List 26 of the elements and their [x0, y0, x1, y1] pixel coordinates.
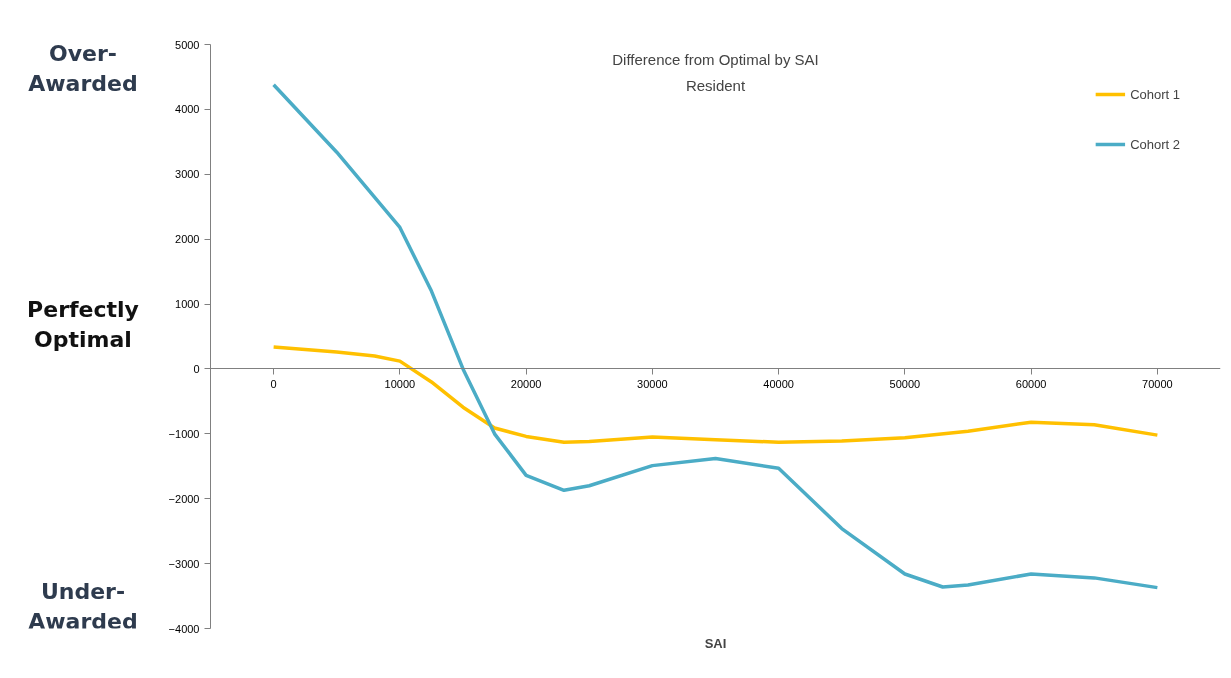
- y-tick-label: 4000: [175, 103, 200, 116]
- x-tick-label: 50000: [889, 377, 921, 390]
- text: Perfectly Optimal: [27, 296, 139, 352]
- x-tick-label: 70000: [1142, 377, 1173, 390]
- x-tick-label: 40000: [763, 377, 794, 390]
- y-tick-label: 0: [193, 362, 200, 375]
- y-tick-label: 3000: [175, 168, 200, 181]
- x-tick-label: 30000: [637, 377, 668, 390]
- y-tick-label: −4000: [168, 622, 200, 635]
- x-tick-label: 60000: [1015, 377, 1047, 390]
- x-axis-title: SAI: [704, 635, 727, 651]
- y-tick-label: 2000: [175, 233, 200, 246]
- y-tick-label: −2000: [168, 492, 200, 505]
- y-tick-label: −1000: [168, 427, 200, 440]
- text: Under- Awarded: [28, 579, 138, 635]
- text: Over- Awarded: [28, 40, 138, 96]
- y-tick-label: 1000: [175, 298, 200, 311]
- y-tick-label: 5000: [175, 38, 200, 51]
- x-tick-label: 10000: [384, 377, 416, 390]
- y-tick-label: −3000: [168, 557, 200, 570]
- legend-label: Cohort 2: [1130, 136, 1180, 152]
- chart-title: Difference from Optimal by SAI: [612, 51, 819, 68]
- x-tick-label: 20000: [510, 377, 542, 390]
- text: Resident: [685, 77, 746, 94]
- x-tick-label: 0: [270, 377, 277, 390]
- legend-label: Cohort 1: [1130, 86, 1180, 102]
